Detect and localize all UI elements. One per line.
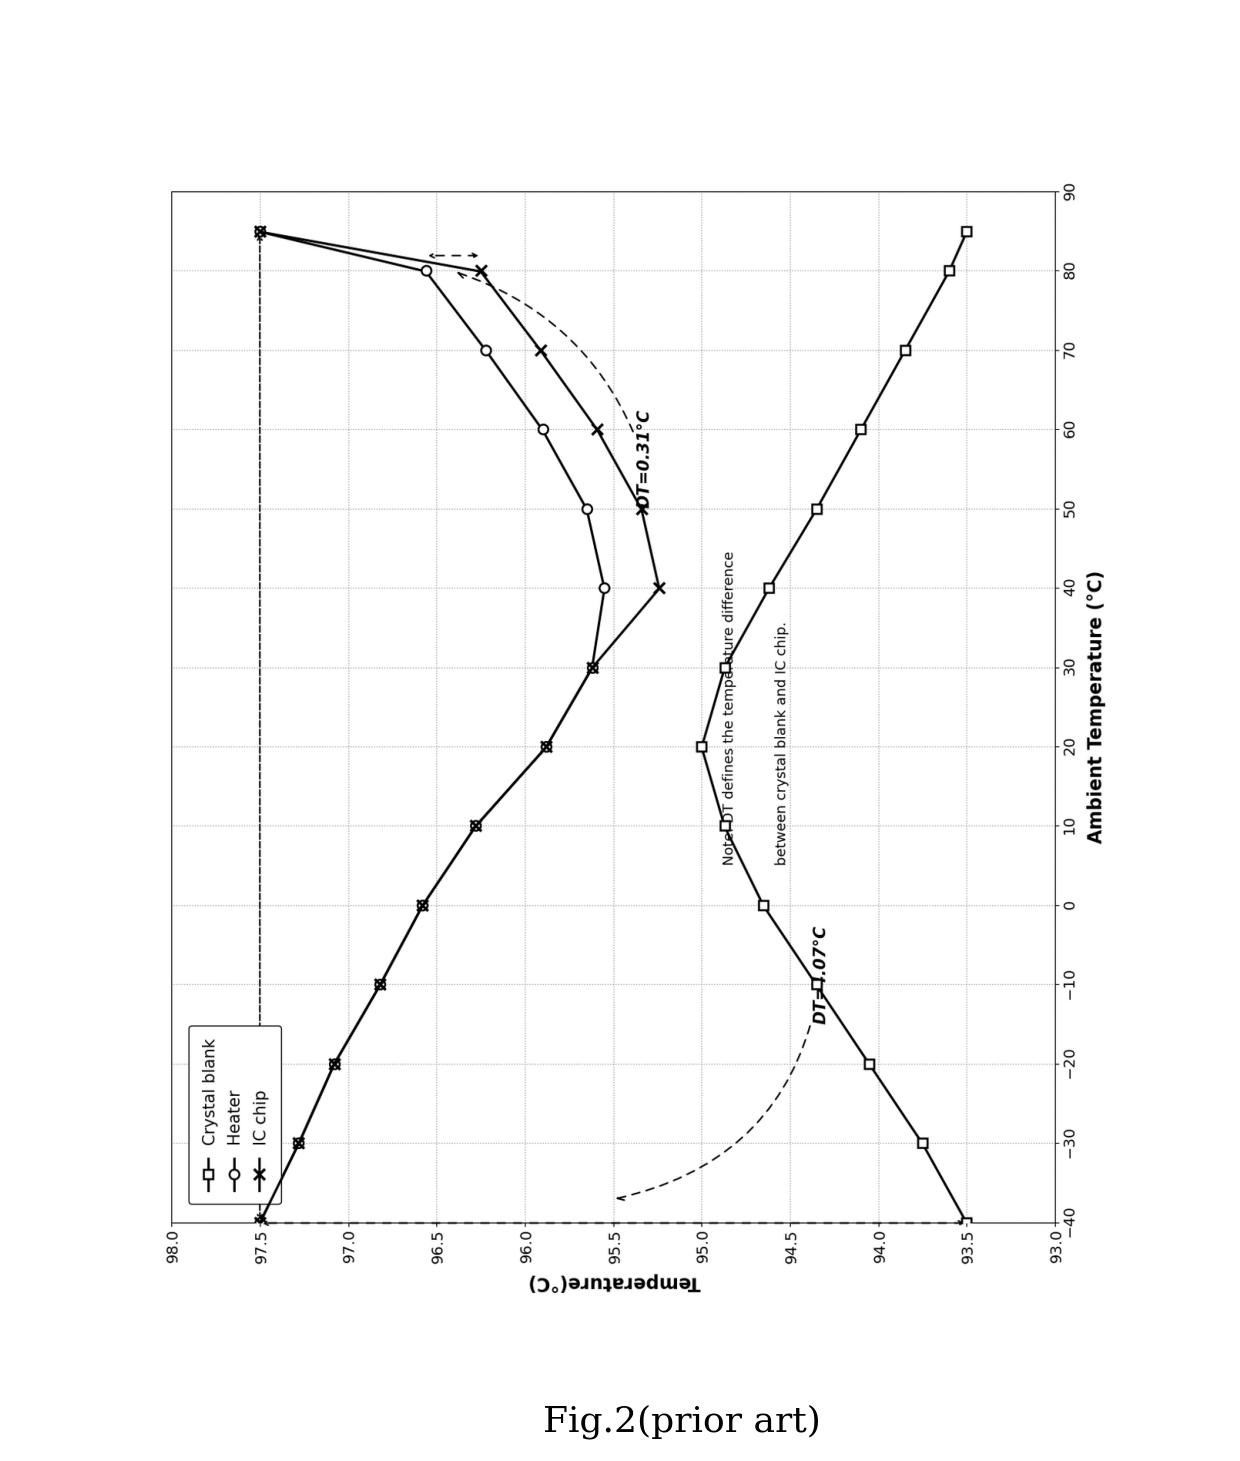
- Text: Fig.2(prior art): Fig.2(prior art): [543, 1404, 821, 1439]
